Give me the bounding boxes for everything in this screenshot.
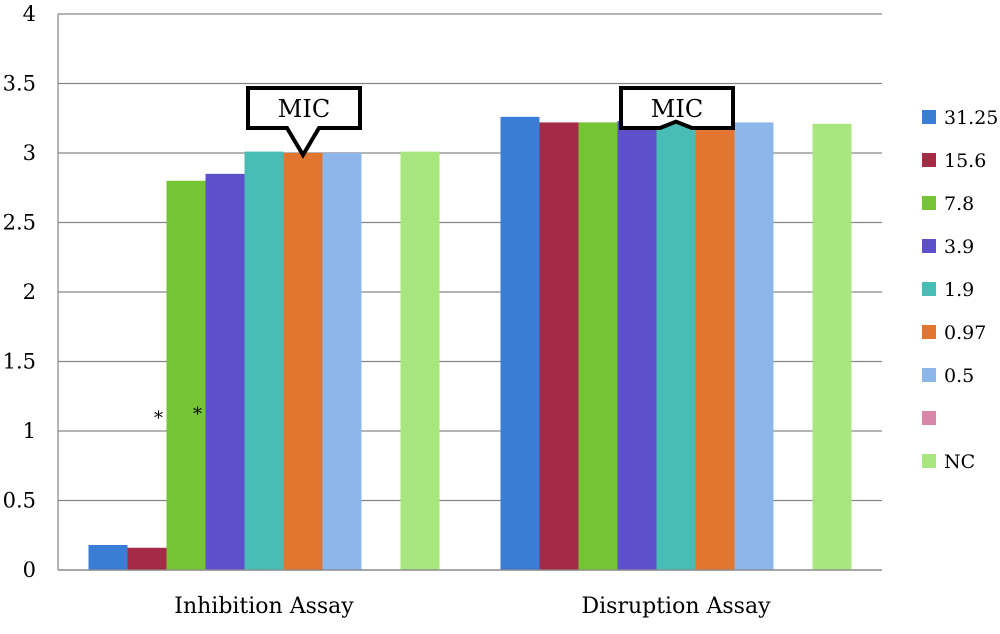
legend-label: 0.5	[944, 365, 974, 387]
legend-label: 15.6	[944, 150, 986, 172]
legend-swatch	[922, 110, 936, 124]
bar-1_9-0	[244, 151, 284, 571]
legend-swatch	[922, 282, 936, 296]
bar-31_25-0	[88, 544, 128, 570]
legend-swatch	[922, 411, 936, 425]
y-tick-label: 0.5	[3, 489, 36, 513]
y-tick-label: 0	[23, 558, 36, 582]
x-category-label: Disruption Assay	[581, 594, 771, 619]
annotations: MIC MIC * *	[154, 86, 735, 429]
bar-0_97-0	[283, 153, 323, 570]
y-tick-label: 2.5	[3, 211, 36, 235]
legend-label: NC	[944, 451, 975, 473]
y-tick-label: 4	[23, 2, 36, 26]
legend-swatch	[922, 368, 936, 382]
bar-0_5-1	[734, 122, 774, 571]
legend-label: 0.97	[944, 322, 986, 344]
legend-label: 31.25	[944, 107, 998, 129]
bar-3_9-1	[617, 121, 657, 570]
legend-swatch	[922, 153, 936, 167]
bar-15_6-0	[127, 547, 167, 570]
y-tick-label: 3	[23, 141, 36, 165]
mic-callout-box	[246, 86, 362, 159]
significance-asterisk: *	[154, 408, 163, 429]
y-tick-label: 1.5	[3, 350, 36, 374]
bar-7_8-1	[578, 122, 618, 571]
mic-callout-box	[619, 86, 735, 130]
y-tick-label: 3.5	[3, 72, 36, 96]
legend-swatch	[922, 196, 936, 210]
legend-label: 3.9	[944, 236, 974, 258]
bar-31_25-1	[500, 116, 540, 571]
bar-7_8-0	[166, 180, 206, 571]
bar-15_6-1	[539, 122, 579, 571]
bar-0_5-0	[322, 153, 362, 570]
legend-label: 7.8	[944, 193, 974, 215]
y-tick-label: 2	[23, 280, 36, 304]
mic-callout-label: MIC	[651, 95, 703, 123]
bars	[88, 116, 852, 571]
legend: 31.25 15.6 7.8 3.9 1.9 0.97 0.5 NC	[922, 107, 998, 473]
bar-3_9-0	[205, 173, 245, 570]
legend-swatch	[922, 325, 936, 339]
legend-swatch	[922, 239, 936, 253]
y-axis: 0 0.5 1 1.5 2 2.5 3 3.5 4	[3, 2, 59, 582]
bar-0_97-1	[695, 116, 735, 571]
bar-1_9-1	[656, 119, 696, 570]
legend-swatch	[922, 454, 936, 468]
y-tick-label: 1	[23, 419, 36, 443]
x-axis: Inhibition Assay Disruption Assay	[58, 569, 882, 619]
bar-NC-1	[812, 123, 852, 570]
significance-asterisk: *	[193, 404, 202, 425]
x-category-label: Inhibition Assay	[174, 594, 354, 619]
bar-NC-0	[400, 151, 440, 571]
mic-callout-label: MIC	[278, 95, 330, 123]
legend-label: 1.9	[944, 279, 974, 301]
